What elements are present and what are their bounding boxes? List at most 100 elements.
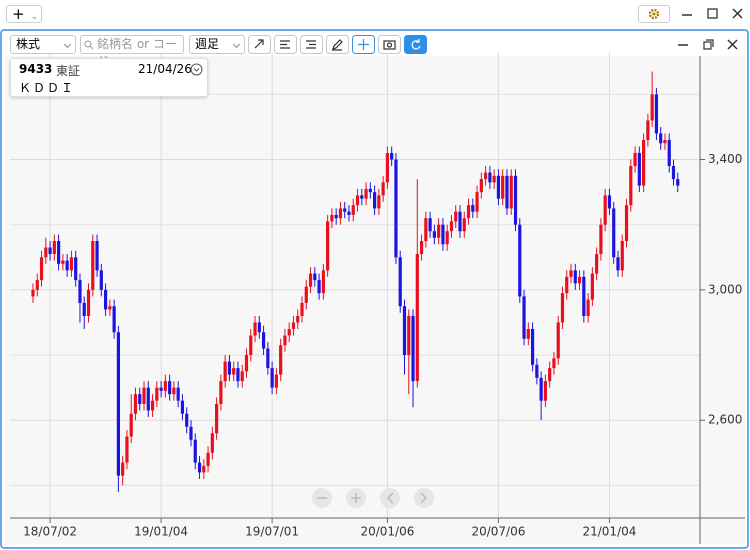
period-select[interactable]: 週足 (189, 35, 245, 54)
stock-code: 9433 (19, 62, 53, 76)
candle-body (466, 205, 471, 219)
candle-body (266, 348, 270, 369)
candle-body (236, 368, 240, 382)
close-button[interactable] (732, 8, 743, 19)
candle-body (300, 302, 304, 316)
candle-body (257, 322, 261, 333)
candle-body (479, 179, 483, 193)
candle-body (462, 218, 466, 232)
candle-body (227, 361, 232, 375)
candle-body (373, 192, 377, 209)
x-tick-label: 18/07/02 (23, 525, 77, 539)
candle-body (155, 387, 159, 401)
candle-body (146, 387, 150, 411)
candle-body (629, 166, 633, 206)
screenshot-tool[interactable] (378, 35, 401, 54)
candle-body (159, 387, 163, 391)
candle-body (57, 241, 61, 264)
panel-close[interactable] (727, 39, 738, 50)
candle-body (548, 368, 552, 382)
refresh-button[interactable] (404, 35, 427, 54)
maximize-button[interactable] (707, 8, 718, 19)
market-select[interactable]: 株式 (10, 35, 76, 54)
candle-body (654, 94, 659, 134)
candle-body (129, 413, 133, 437)
candle-body (343, 208, 347, 212)
candle-body (509, 175, 513, 209)
market-label: 株式 (16, 37, 41, 51)
candle-body (603, 195, 607, 225)
candle-body (112, 306, 116, 333)
x-tick-label: 20/07/06 (471, 525, 525, 539)
candle-body (103, 289, 108, 310)
candle-body (249, 335, 253, 356)
candle-body (48, 247, 52, 255)
candle-body (274, 374, 278, 388)
candle-body (95, 241, 99, 271)
candle-body (676, 179, 680, 186)
tool-icons (248, 35, 427, 54)
candle-body (390, 153, 394, 160)
candle-body (108, 306, 112, 310)
candle-body (415, 254, 419, 382)
candle-body (496, 175, 501, 199)
candle-body (616, 257, 620, 271)
candle-body (215, 403, 219, 434)
candle-body (304, 286, 308, 303)
candle-body (411, 315, 415, 382)
candle-body (590, 273, 594, 300)
candle-body (402, 306, 407, 356)
candle-body (82, 302, 86, 316)
nav-buttons (312, 488, 434, 508)
candle-body (86, 289, 91, 316)
candle-body (279, 345, 283, 375)
candle-body (368, 188, 372, 193)
candle-body (283, 335, 287, 346)
candle-body (526, 328, 530, 339)
candle-body (624, 205, 629, 242)
candle-body (69, 257, 74, 271)
candle-body (197, 462, 202, 473)
candle-body (492, 175, 496, 183)
scroll-right-button[interactable] (414, 488, 434, 508)
add-menu-button[interactable]: + ⌄ (6, 5, 42, 23)
candle-body (330, 214, 334, 222)
y-tick-label: 2,600 (708, 413, 742, 427)
candle-body (471, 205, 475, 212)
search-box[interactable]: 銘柄名 or コード (80, 35, 184, 68)
candle-body (650, 94, 654, 121)
candle-body (424, 218, 428, 242)
candle-body (31, 289, 35, 297)
candle-body (291, 322, 296, 329)
candle-body (99, 270, 103, 290)
candle-body (607, 195, 612, 209)
draw-tool[interactable] (326, 35, 349, 54)
candle-body (646, 120, 650, 140)
candle-body (364, 188, 368, 199)
candle-body (573, 270, 577, 284)
candle-body (240, 371, 244, 382)
trendline-tool[interactable] (248, 35, 271, 54)
scroll-left-button[interactable] (380, 488, 400, 508)
candle-body (535, 364, 539, 378)
panel-restore[interactable] (703, 39, 714, 50)
candle-body (219, 381, 223, 404)
candle-body (232, 368, 236, 375)
candle-body (206, 452, 210, 466)
candle-body (488, 172, 492, 183)
exchange: 東証 (56, 64, 81, 78)
expand-button[interactable] (190, 63, 203, 76)
x-tick-label: 21/01/04 (582, 525, 636, 539)
candle-body (61, 260, 65, 264)
candle-body (518, 224, 522, 297)
candle-body (308, 273, 313, 287)
candle-body (407, 315, 411, 356)
candle-body (582, 276, 586, 316)
candle-body (313, 273, 317, 281)
x-tick-label: 20/01/06 (360, 525, 414, 539)
candle-body (586, 299, 590, 316)
candle-body (338, 208, 343, 219)
candle-body (458, 211, 462, 232)
settings-button[interactable] (638, 5, 670, 23)
candle-body (642, 139, 646, 186)
